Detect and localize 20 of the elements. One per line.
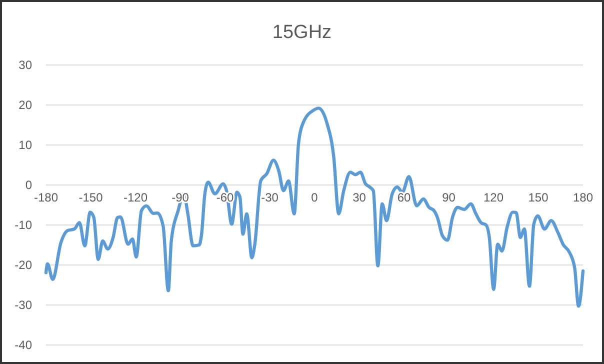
x-tick-label: 60 [397, 190, 411, 205]
x-tick-label: 30 [352, 190, 366, 205]
y-tick-label: 10 [18, 138, 32, 152]
y-tick-label: -20 [14, 258, 32, 272]
x-tick-label: -120 [123, 190, 148, 205]
x-tick-label: 120 [483, 190, 504, 205]
x-tick-label: 90 [442, 190, 456, 205]
x-tick-label: 150 [528, 190, 549, 205]
x-tick-label: 0 [311, 190, 318, 205]
y-tick-label: -10 [14, 218, 32, 232]
y-tick-label: -30 [14, 298, 32, 312]
x-tick-label: -150 [78, 190, 104, 205]
x-tick-label: -30 [261, 190, 279, 205]
y-tick-label: 20 [18, 98, 32, 112]
chart-title: 15GHz [272, 22, 332, 43]
y-tick-label: 30 [18, 58, 32, 72]
x-tick-label: 180 [572, 190, 594, 205]
x-tick-label: -180 [34, 190, 58, 205]
y-tick-label: 0 [25, 178, 32, 192]
y-tick-label: -40 [14, 338, 32, 352]
